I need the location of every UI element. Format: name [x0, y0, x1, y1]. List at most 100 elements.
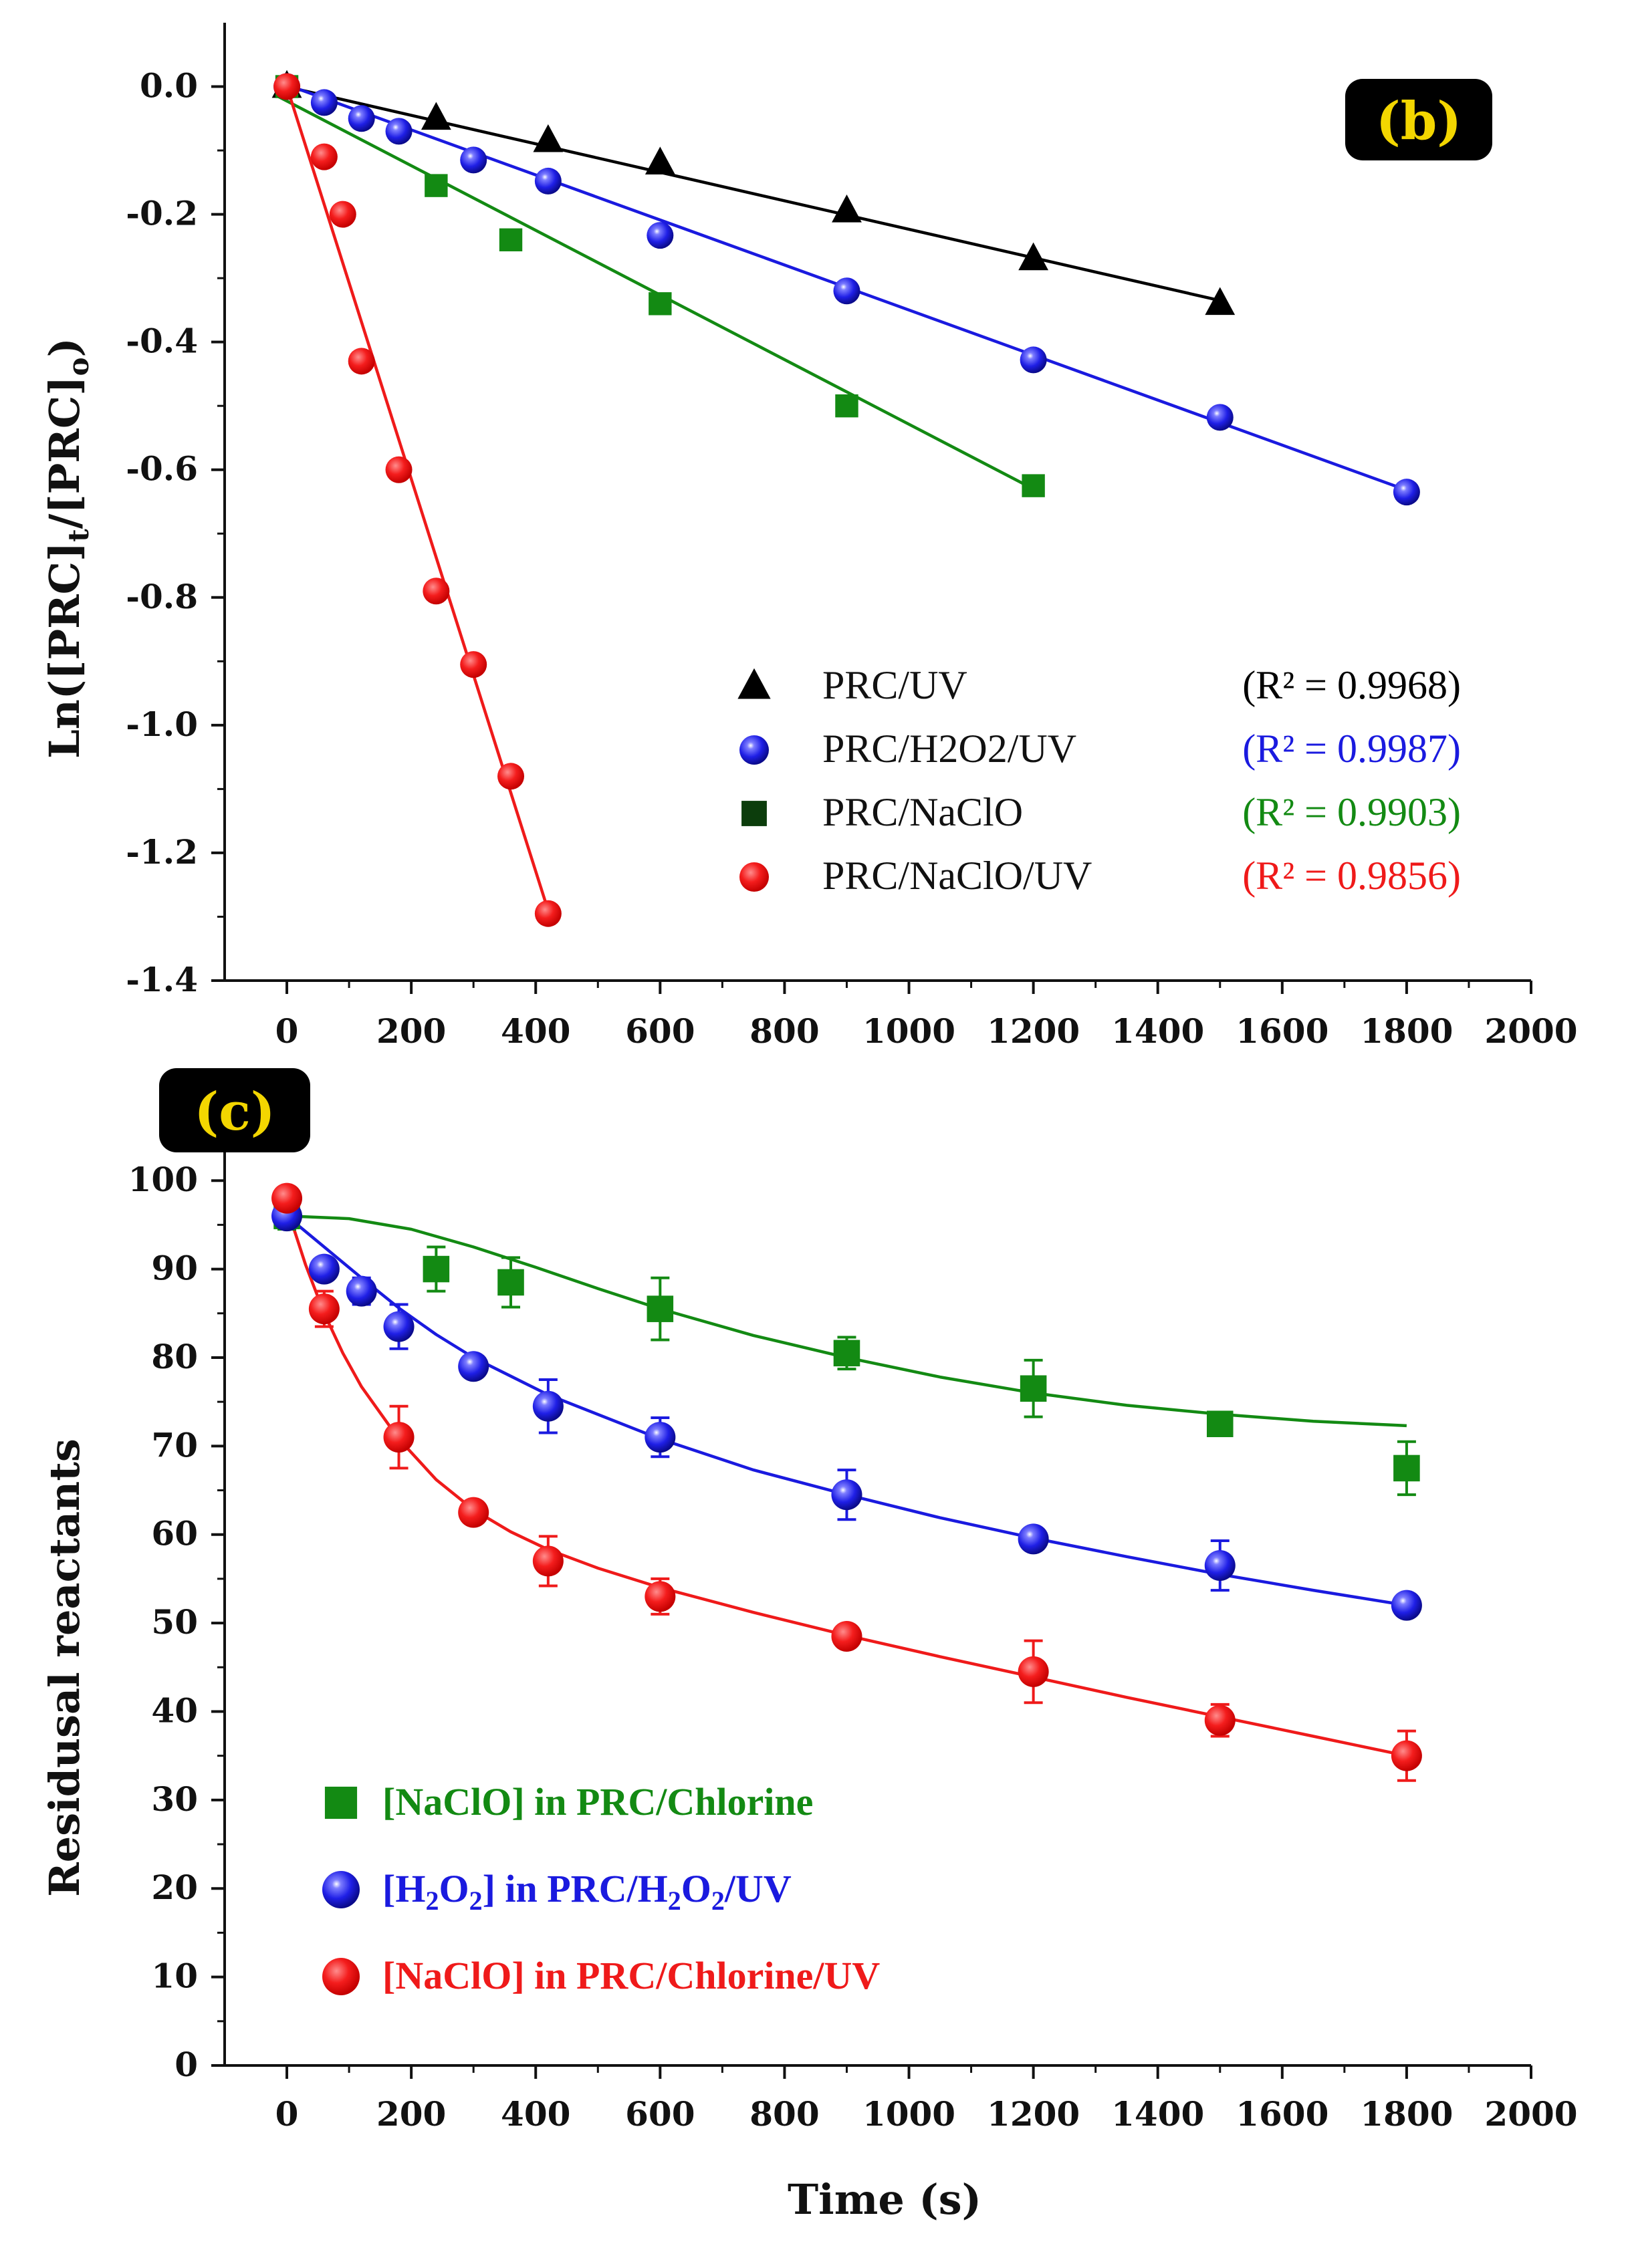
data-point-series-1 — [1205, 287, 1236, 316]
data-point-series-1 — [1018, 242, 1049, 271]
y-tick-label: 0 — [175, 2045, 198, 2084]
data-point-series-2 — [383, 1311, 415, 1342]
data-point-series-2 — [833, 277, 860, 305]
panel-b-markers — [271, 70, 1420, 927]
legend-r2: (R² = 0.9987) — [1242, 727, 1461, 771]
data-point-series-4 — [423, 578, 450, 605]
y-tick-label: -1.2 — [126, 832, 198, 872]
panel-c-fit-lines — [285, 1207, 1407, 1757]
fit-line-series-1 — [286, 1214, 1407, 1428]
data-point-series-2 — [1393, 479, 1420, 506]
data-point-series-4 — [348, 348, 375, 375]
panel-b-legend: PRC/UV (R² = 0.9968) PRC/H2O2/UV (R² = 0.99… — [737, 663, 1461, 898]
data-point-series-3 — [458, 1497, 489, 1528]
x-tick-label: 800 — [749, 2094, 819, 2134]
data-point-series-3 — [1391, 1740, 1422, 1771]
y-tick-label: 70 — [151, 1425, 198, 1465]
x-tick-label: 1400 — [1111, 2094, 1204, 2134]
y-tick-label: -1.0 — [126, 705, 198, 744]
data-point-series-4 — [497, 763, 525, 790]
data-point-series-1 — [423, 1255, 450, 1283]
y-tick-label: 20 — [151, 1868, 198, 1907]
data-point-series-3 — [649, 292, 672, 316]
data-point-series-1 — [645, 146, 675, 174]
panel-b-axes: 0 200 400 600 800 1000 1200 1400 1600 1800 2000 0.0… — [126, 23, 1578, 1051]
y-tick-label: -0.2 — [126, 194, 198, 233]
legend-label: [H2O2] in PRC/H2O2/UV — [382, 1867, 792, 1916]
legend-label: [NaClO] in PRC/Chlorine/UV — [382, 1954, 880, 1997]
data-point-series-1 — [1020, 1375, 1047, 1402]
legend-label: PRC/H2O2/UV — [822, 727, 1076, 771]
panel-b-y-axis-title: Ln([PRC]t/[PRC]o) — [40, 338, 95, 759]
data-point-series-2 — [831, 1479, 862, 1511]
legend-marker — [322, 1958, 360, 1995]
panel-c-legend: [NaClO] in PRC/Chlorine [H2O2] in PRC/H2O… — [322, 1780, 880, 1997]
legend-r2: (R² = 0.9856) — [1242, 854, 1461, 898]
data-point-series-3 — [835, 394, 858, 418]
data-point-series-2 — [310, 89, 338, 116]
data-point-series-1 — [533, 124, 564, 152]
data-point-series-2 — [1018, 1523, 1049, 1555]
legend-marker — [737, 668, 771, 699]
fit-line-series-1 — [277, 83, 1221, 302]
data-point-series-3 — [1018, 1656, 1049, 1687]
data-point-series-3 — [532, 1545, 564, 1577]
panel-c-y-axis-title: Residusal reactants — [40, 1438, 89, 1897]
legend-label: PRC/NaClO — [822, 790, 1023, 834]
data-point-series-1 — [833, 1340, 860, 1367]
data-point-series-1 — [1206, 1410, 1234, 1438]
y-tick-label: -0.4 — [126, 322, 198, 361]
x-tick-label: 800 — [749, 1011, 819, 1051]
legend-label: [NaClO] in PRC/Chlorine — [382, 1780, 813, 1823]
x-tick-label: 1600 — [1236, 1011, 1328, 1051]
data-point-series-3 — [308, 1293, 340, 1325]
data-point-series-3 — [499, 228, 523, 252]
x-tick-label: 200 — [376, 2094, 446, 2134]
x-tick-label: 1600 — [1236, 2094, 1328, 2134]
data-point-series-3 — [831, 1620, 862, 1652]
y-tick-label: 0.0 — [140, 66, 198, 106]
x-tick-label: 600 — [625, 2094, 695, 2134]
y-tick-label: 100 — [128, 1160, 198, 1199]
x-tick-label: 400 — [501, 1011, 570, 1051]
data-point-series-2 — [647, 222, 674, 249]
data-point-series-2 — [348, 105, 375, 132]
y-tick-label: -0.8 — [126, 577, 198, 616]
y-tick-label: 50 — [151, 1602, 198, 1642]
data-point-series-4 — [273, 73, 301, 100]
legend-marker — [739, 862, 769, 892]
data-point-series-2 — [346, 1275, 377, 1307]
data-point-series-2 — [1206, 404, 1234, 431]
data-point-series-3 — [1204, 1705, 1236, 1736]
data-point-series-1 — [421, 102, 451, 130]
panel-b-badge-label: (b) — [1376, 91, 1462, 152]
data-point-series-1 — [647, 1295, 674, 1322]
data-point-series-2 — [460, 146, 487, 174]
data-point-series-2 — [1204, 1550, 1236, 1582]
data-point-series-2 — [308, 1253, 340, 1285]
x-tick-label: 200 — [376, 1011, 446, 1051]
panel-c-axes: 0 200 400 600 800 1000 1200 1400 1600 1800 2000 0 10… — [128, 1136, 1578, 2134]
legend-r2: (R² = 0.9968) — [1242, 663, 1461, 707]
x-tick-label: 400 — [501, 2094, 570, 2134]
data-point-series-4 — [310, 143, 338, 170]
panel-b: 0 200 400 600 800 1000 1200 1400 1600 1800 2000 0.0… — [40, 23, 1578, 1051]
x-tick-label: 1200 — [987, 1011, 1080, 1051]
legend-r2: (R² = 0.9903) — [1242, 790, 1461, 834]
panel-c: 0 200 400 600 800 1000 1200 1400 1600 1800 2000 0 10… — [40, 1068, 1578, 2224]
data-point-series-2 — [385, 118, 413, 145]
x-tick-label: 600 — [625, 1011, 695, 1051]
panel-c-badge: (c) — [159, 1068, 310, 1152]
x-tick-label: 1000 — [862, 1011, 955, 1051]
data-point-series-1 — [1393, 1455, 1420, 1482]
y-tick-label: 40 — [151, 1690, 198, 1730]
data-point-series-4 — [534, 900, 562, 927]
y-tick-label: 80 — [151, 1337, 198, 1376]
data-point-series-3 — [1022, 474, 1045, 497]
data-point-series-3 — [645, 1581, 676, 1612]
data-point-series-4 — [329, 201, 356, 228]
legend-label: PRC/NaClO/UV — [822, 854, 1092, 898]
x-tick-label: 2000 — [1484, 1011, 1577, 1051]
fit-line-series-3 — [285, 1207, 1407, 1757]
legend-marker — [322, 1871, 360, 1908]
